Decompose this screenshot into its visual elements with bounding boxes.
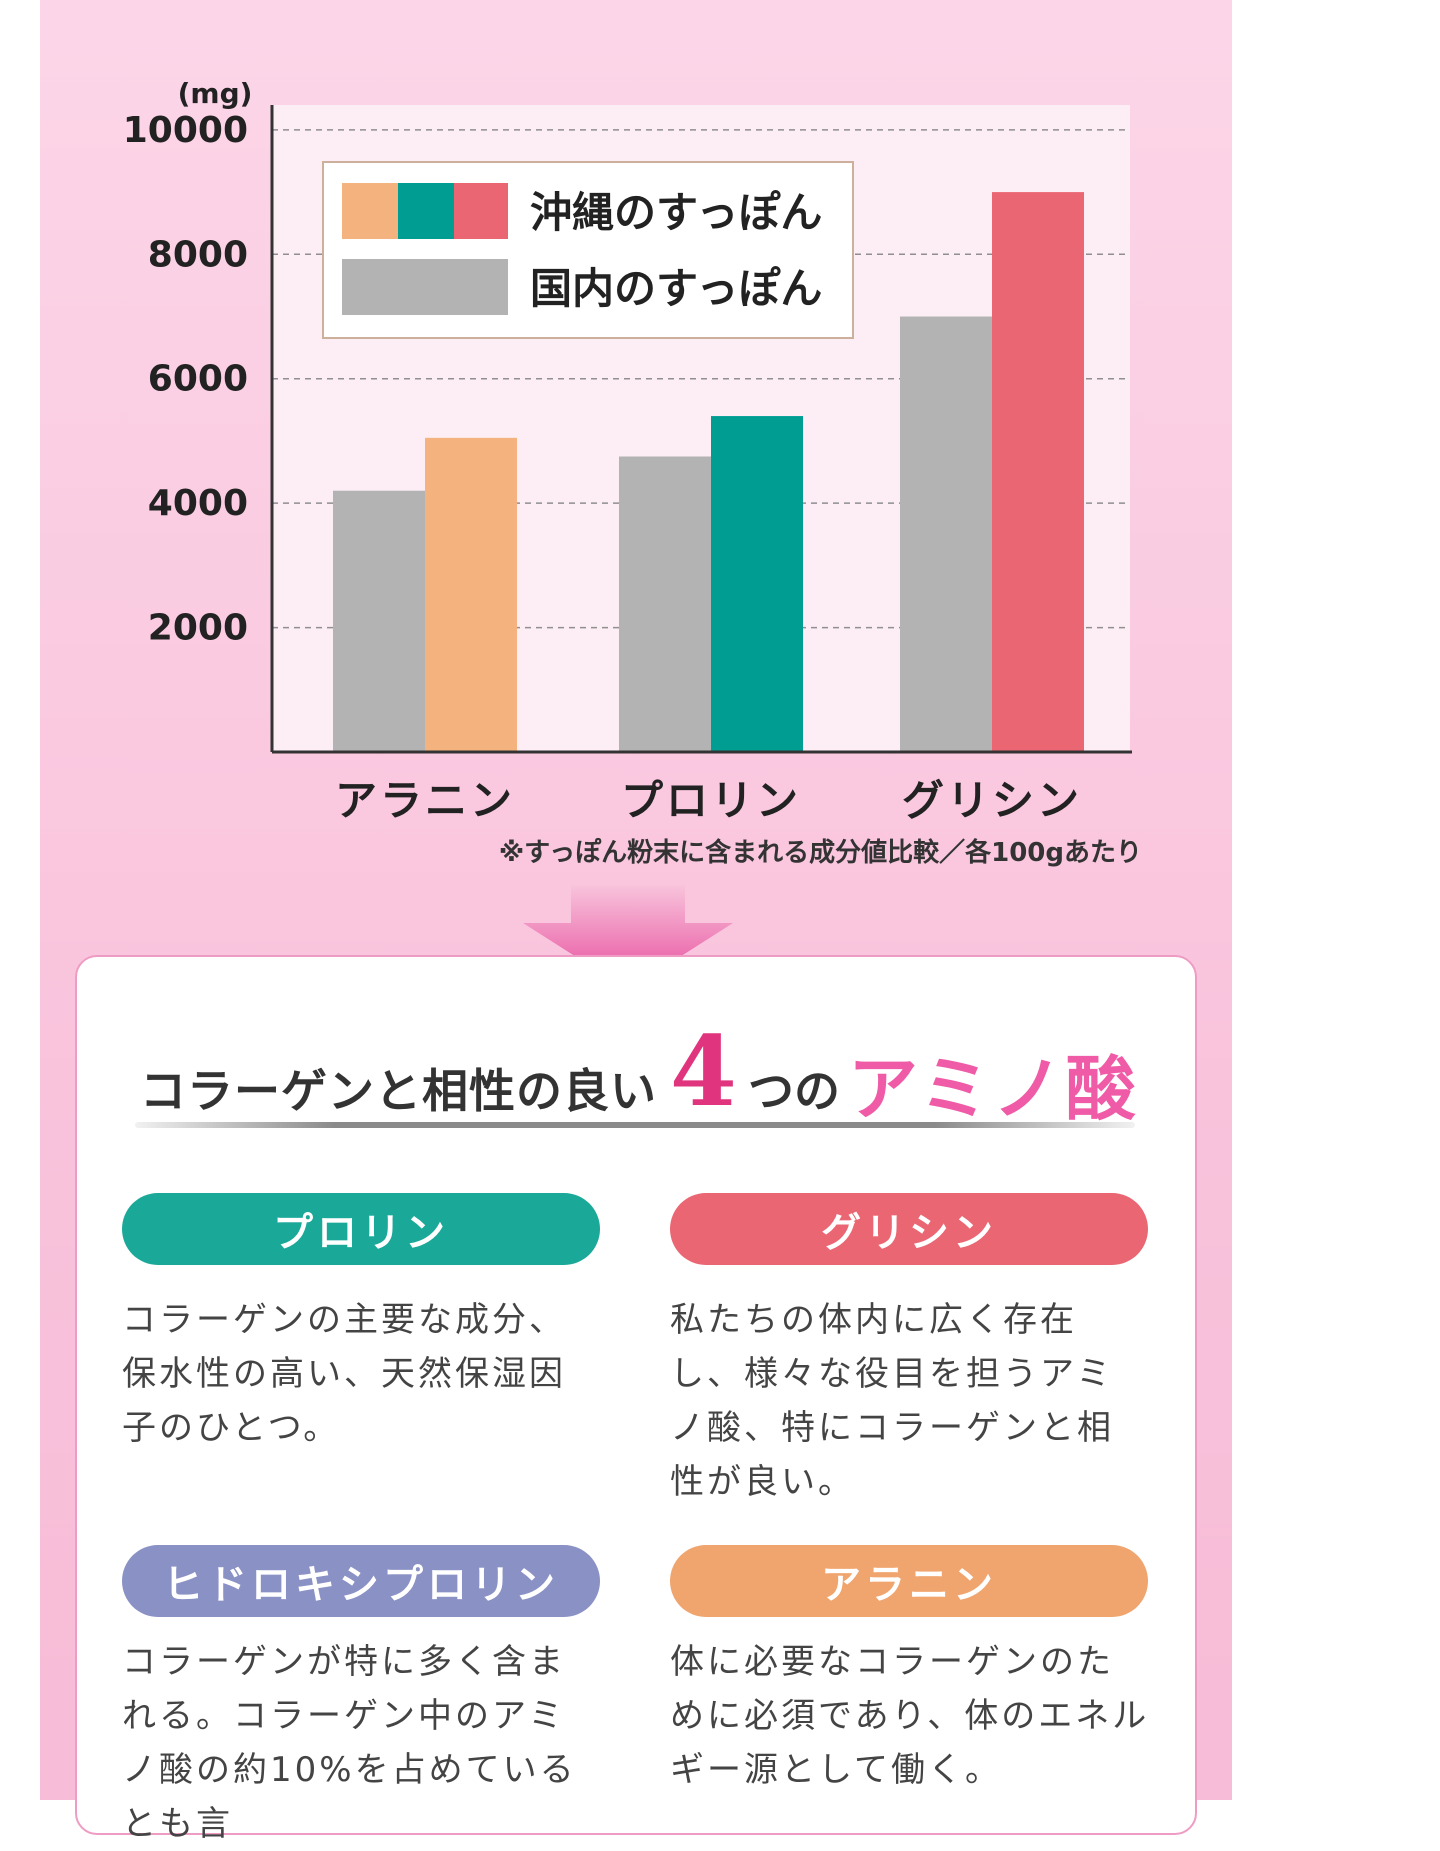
x-category-label-1: プロリン [621, 776, 801, 825]
heading-prefix: コラーゲンと相性の良い [140, 1064, 657, 1118]
heading-number: 4 [670, 1015, 737, 1128]
x-category-label-0: アラニン [335, 776, 515, 825]
pill-glycine: グリシン [670, 1193, 1148, 1265]
pill-proline: プロリン [122, 1193, 600, 1265]
legend-swatch-teal [398, 183, 454, 239]
bar-domestic-1 [619, 456, 711, 752]
legend: 沖縄のすっぽん 国内のすっぽん [322, 161, 854, 339]
legend-label-domestic: 国内のすっぽん [530, 264, 822, 313]
legend-swatch-orange [342, 183, 398, 239]
down-arrow-icon [523, 885, 733, 990]
desc-hydroxyproline: コラーゲンが特に多く含まれる。コラーゲン中のアミノ酸の約10%を占めているとも言 [122, 1642, 577, 1844]
y-tick-label-6000: 6000 [148, 359, 248, 400]
legend-label-okinawa: 沖縄のすっぽん [530, 188, 822, 237]
pill-hydroxyproline: ヒドロキシプロリン [122, 1545, 600, 1617]
y-tick-label-8000: 8000 [148, 234, 248, 275]
x-category-label-2: グリシン [902, 776, 1082, 825]
y-unit-label: (mg) [178, 77, 253, 110]
heading-underline [135, 1122, 1135, 1128]
bar-okinawa-2 [992, 192, 1084, 752]
desc-proline: コラーゲンの主要な成分、保水性の高い、天然保湿因子のひとつ。 [122, 1300, 566, 1448]
bar-domestic-0 [333, 490, 425, 752]
chart-note: ※すっぽん粉末に含まれる成分値比較／各100gあたり [499, 837, 1142, 868]
amino-acid-card [75, 955, 1197, 1835]
pill-alanine: アラニン [670, 1545, 1148, 1617]
desc-alanine: 体に必要なコラーゲンのために必須であり、体のエネルギー源として働く。 [670, 1642, 1150, 1790]
y-tick-label-10000: 10000 [123, 110, 248, 151]
bar-domestic-2 [900, 316, 992, 752]
bar-okinawa-0 [425, 437, 517, 752]
heading-middle: つの [748, 1064, 840, 1118]
legend-swatch-gray [342, 259, 508, 315]
desc-glycine: 私たちの体内に広く存在し、様々な役目を担うアミノ酸、特にコラーゲンと相性が良い。 [670, 1300, 1114, 1502]
bar-okinawa-1 [711, 416, 803, 752]
legend-swatch-red [454, 183, 508, 239]
y-tick-label-2000: 2000 [148, 608, 248, 649]
y-tick-label-4000: 4000 [148, 483, 248, 524]
section-heading: コラーゲンと相性の良い 4 つの アミノ酸 [140, 1015, 1136, 1130]
heading-highlight: アミノ酸 [848, 1048, 1139, 1130]
